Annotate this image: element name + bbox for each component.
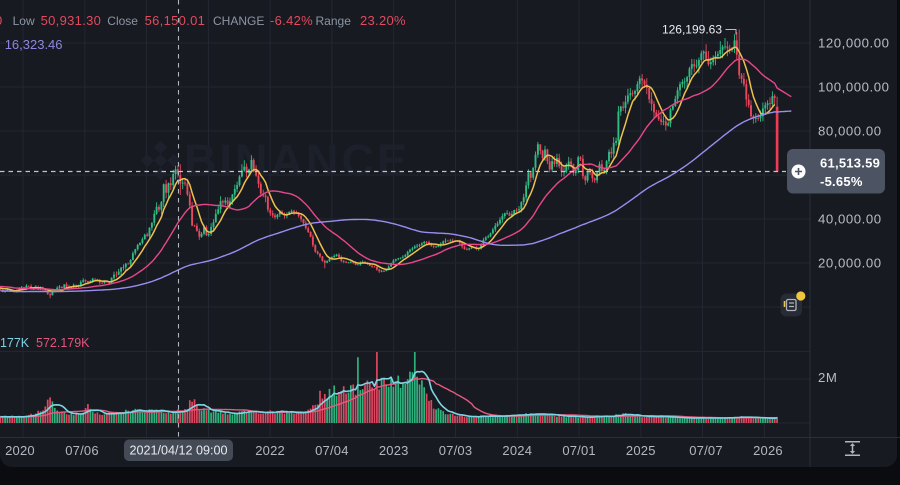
svg-text:2M: 2M: [818, 370, 837, 385]
svg-text:2026: 2026: [753, 443, 783, 458]
svg-text:2022: 2022: [255, 443, 285, 458]
svg-text:100,000.00: 100,000.00: [818, 80, 890, 95]
svg-text:2020: 2020: [5, 443, 35, 458]
svg-text:BINANCE: BINANCE: [184, 135, 410, 186]
svg-text:07/03: 07/03: [439, 443, 473, 458]
svg-text:80,000.00: 80,000.00: [818, 124, 882, 139]
svg-text:07/01: 07/01: [562, 443, 596, 458]
svg-text:07/04: 07/04: [315, 443, 349, 458]
svg-text:CHANGE: CHANGE: [213, 14, 264, 28]
svg-text:16,323.46: 16,323.46: [5, 37, 63, 52]
svg-text:120,000.00: 120,000.00: [818, 36, 890, 51]
svg-text:50,931.30: 50,931.30: [41, 13, 102, 28]
svg-text:2024: 2024: [502, 443, 532, 458]
svg-text:23.20%: 23.20%: [360, 13, 406, 28]
svg-text:572.179K: 572.179K: [36, 336, 90, 350]
svg-text:0: 0: [0, 13, 2, 28]
svg-text:07/06: 07/06: [65, 443, 99, 458]
svg-text:20,000.00: 20,000.00: [818, 256, 882, 271]
svg-text:2025: 2025: [626, 443, 656, 458]
svg-text:126,199.63: 126,199.63: [662, 23, 722, 37]
svg-text:40,000.00: 40,000.00: [818, 212, 882, 227]
svg-text:56,150.01: 56,150.01: [145, 13, 206, 28]
svg-text:2021/04/12 09:00: 2021/04/12 09:00: [129, 444, 227, 458]
svg-text:1,393.177K: 1,393.177K: [0, 336, 30, 350]
svg-text:2023: 2023: [379, 443, 409, 458]
svg-text:Low: Low: [13, 14, 35, 28]
svg-text:Close: Close: [107, 14, 138, 28]
svg-text:Range: Range: [316, 14, 352, 28]
svg-text:-5.65%: -5.65%: [820, 174, 863, 189]
svg-text:-6.42%: -6.42%: [270, 13, 313, 28]
svg-text:61,513.59: 61,513.59: [820, 156, 880, 171]
svg-text:07/07: 07/07: [689, 443, 723, 458]
